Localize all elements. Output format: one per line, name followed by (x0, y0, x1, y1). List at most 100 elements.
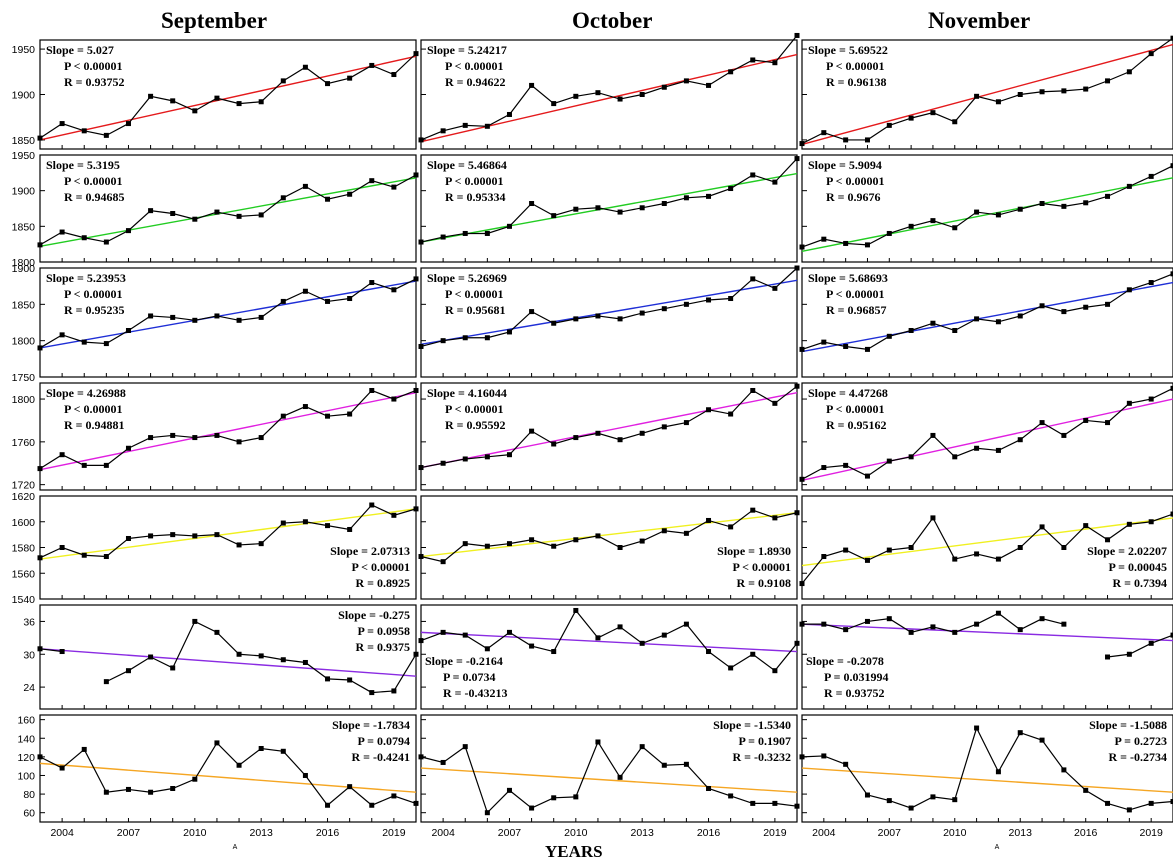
data-point (551, 649, 556, 654)
stats-label: P < 0.00001 (445, 402, 504, 416)
data-point (1061, 767, 1066, 772)
y-tick-label: 1720 (12, 480, 36, 492)
data-point (485, 124, 490, 129)
stats-label: R = 0.96857 (826, 303, 887, 317)
stats-label: P < 0.00001 (732, 560, 791, 574)
data-point (303, 289, 308, 294)
data-point (485, 454, 490, 459)
data-point (750, 57, 755, 62)
data-point (1061, 88, 1066, 93)
data-point (347, 412, 352, 417)
data-point (750, 388, 755, 393)
data-point (1040, 303, 1045, 308)
data-point (909, 806, 914, 811)
stats-label: R = 0.9676 (826, 190, 881, 204)
data-point (237, 214, 242, 219)
data-point (82, 235, 87, 240)
data-point (60, 649, 65, 654)
data-point (170, 315, 175, 320)
x-tick-label: 2010 (183, 827, 207, 839)
data-point (126, 328, 131, 333)
stats-label: Slope = 5.69522 (808, 43, 888, 57)
data-point (192, 435, 197, 440)
stats-label: R = 0.94685 (64, 190, 125, 204)
data-point (104, 554, 109, 559)
data-point (728, 69, 733, 74)
y-tick-label: 1900 (12, 90, 36, 102)
data-point (237, 542, 242, 547)
x-tick-label: 2019 (763, 827, 787, 839)
data-point (414, 172, 419, 177)
data-point (1083, 87, 1088, 92)
data-point (909, 328, 914, 333)
stats-label: P < 0.00001 (64, 174, 123, 188)
data-point (640, 205, 645, 210)
data-point (1083, 200, 1088, 205)
data-point (728, 412, 733, 417)
data-point (1127, 522, 1132, 527)
data-point (419, 465, 424, 470)
data-point (303, 65, 308, 70)
data-point (996, 212, 1001, 217)
data-point (414, 801, 419, 806)
data-point (529, 644, 534, 649)
data-point (795, 641, 800, 646)
data-point (369, 388, 374, 393)
data-point (485, 646, 490, 651)
data-point (214, 313, 219, 318)
data-point (38, 646, 43, 651)
data-point (952, 454, 957, 459)
stats-label: Slope = 4.26988 (46, 386, 126, 400)
stats-label: Slope = 2.02207 (1087, 544, 1167, 558)
data-point (60, 332, 65, 337)
data-point (1040, 201, 1045, 206)
data-point (887, 798, 892, 803)
x-tick-label: 2007 (117, 827, 141, 839)
data-point (800, 477, 805, 482)
data-point (952, 119, 957, 124)
data-point (909, 545, 914, 550)
data-point (485, 231, 490, 236)
data-point (82, 128, 87, 133)
data-point (485, 810, 490, 815)
y-tick-label: 140 (17, 733, 35, 745)
data-point (192, 318, 197, 323)
x-tick-label: 2007 (498, 827, 522, 839)
data-point (414, 51, 419, 56)
data-point (1105, 655, 1110, 660)
data-point (974, 622, 979, 627)
data-point (281, 749, 286, 754)
data-point (1040, 524, 1045, 529)
stats-label: R = 0.95681 (445, 303, 506, 317)
data-point (551, 544, 556, 549)
data-point (38, 555, 43, 560)
data-point (325, 414, 330, 419)
data-point (325, 523, 330, 528)
data-point (595, 205, 600, 210)
data-point (865, 137, 870, 142)
data-point (865, 347, 870, 352)
data-point (952, 630, 957, 635)
data-point (259, 746, 264, 751)
data-point (800, 347, 805, 352)
stats-label: Slope = -0.2164 (425, 654, 503, 668)
data-point (419, 137, 424, 142)
stats-label: P < 0.00001 (445, 287, 504, 301)
data-point (795, 384, 800, 389)
stats-label: Slope = 1.8930 (717, 544, 791, 558)
data-point (414, 388, 419, 393)
data-point (821, 340, 826, 345)
y-tick-label: 1760 (12, 437, 36, 449)
data-point (909, 630, 914, 635)
data-point (104, 341, 109, 346)
data-point (148, 790, 153, 795)
data-point (60, 230, 65, 235)
data-point (1149, 801, 1154, 806)
data-point (887, 616, 892, 621)
stats-label: P = 0.1907 (738, 734, 791, 748)
data-point (996, 448, 1001, 453)
data-point (800, 141, 805, 146)
